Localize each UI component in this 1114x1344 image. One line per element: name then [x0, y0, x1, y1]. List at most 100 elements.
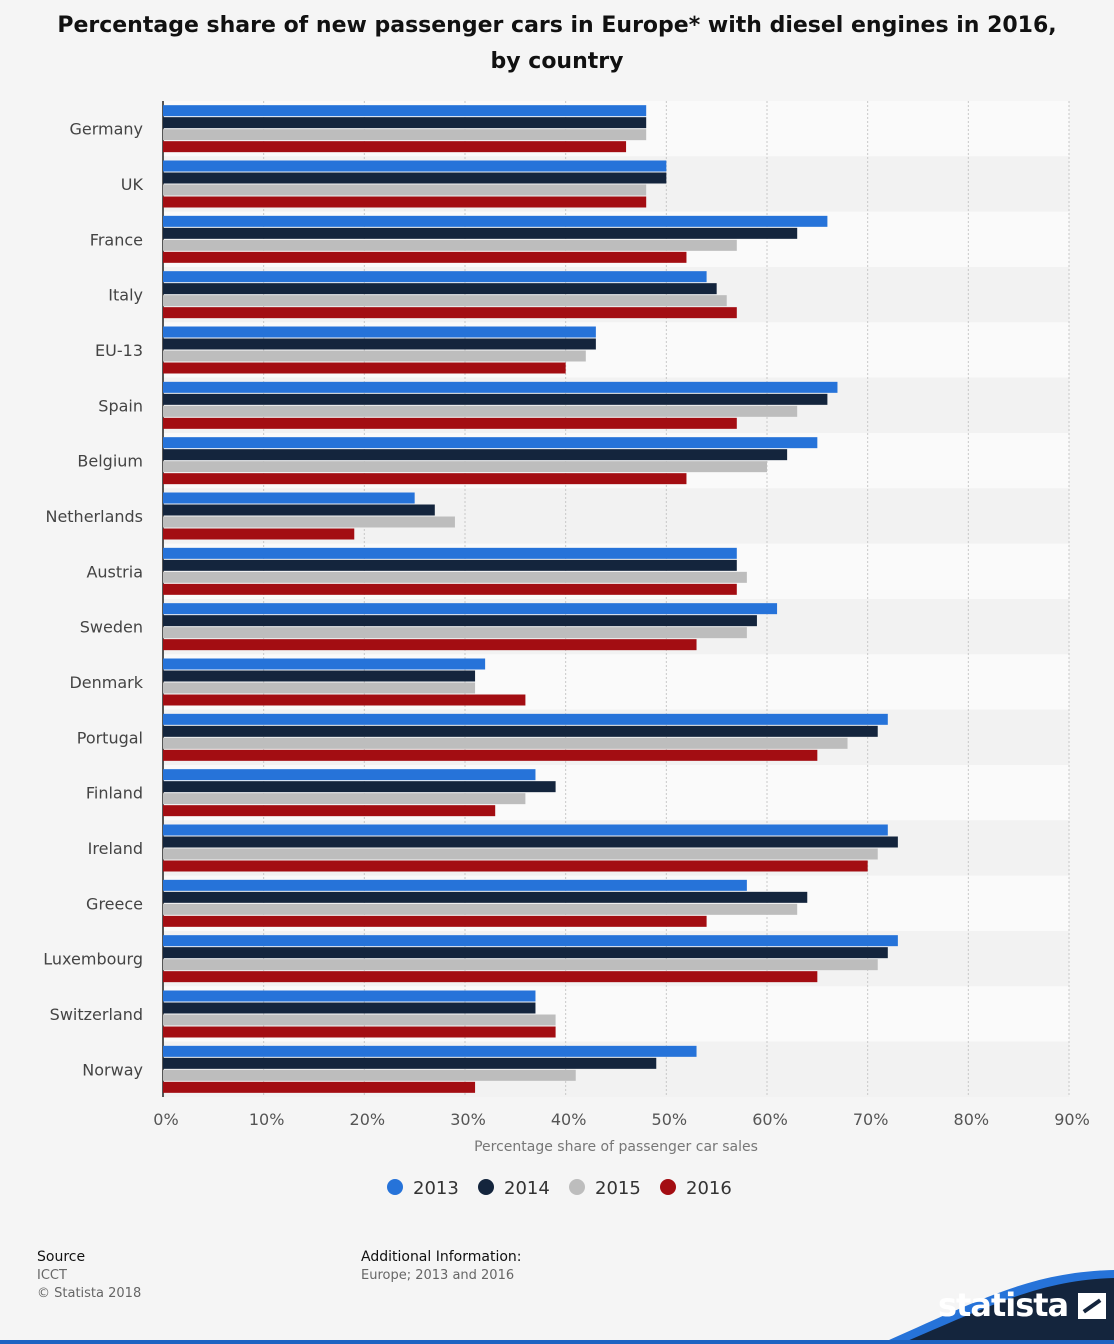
y-tick-label: Austria [86, 562, 143, 581]
bar-uk-2014 [163, 172, 667, 184]
bar-norway-2013 [163, 1045, 697, 1057]
bar-denmark-2016 [163, 694, 526, 706]
bar-austria-2016 [163, 583, 737, 595]
y-tick-label: Italy [108, 286, 143, 305]
y-tick-label: Ireland [88, 839, 143, 858]
x-tick-label: 20% [350, 1110, 386, 1129]
source-line-2[interactable]: © Statista 2018 [37, 1286, 142, 1301]
bar-eu-13-2014 [163, 338, 596, 350]
bar-italy-2016 [163, 307, 737, 319]
additional-info-text: Europe; 2013 and 2016 [361, 1268, 515, 1283]
statista-logo-icon [1078, 1293, 1107, 1319]
y-tick-label: Belgium [77, 452, 143, 471]
source-line-1: ICCT [37, 1268, 67, 1283]
bar-italy-2013 [163, 271, 707, 283]
bar-switzerland-2015 [163, 1014, 556, 1026]
bar-ireland-2014 [163, 836, 898, 848]
bar-france-2013 [163, 215, 828, 227]
y-tick-label: UK [121, 175, 144, 194]
bar-greece-2015 [163, 903, 798, 915]
bar-italy-2015 [163, 295, 727, 307]
bar-portugal-2015 [163, 737, 848, 749]
bar-portugal-2013 [163, 713, 888, 725]
x-tick-label: 0% [153, 1110, 178, 1129]
y-tick-label: Germany [69, 120, 143, 139]
bar-finland-2015 [163, 793, 526, 805]
chart-title-line-2: by country [490, 49, 624, 74]
brand-bottom-bar [0, 1340, 1114, 1344]
bar-uk-2013 [163, 160, 667, 172]
bar-portugal-2014 [163, 725, 878, 737]
y-tick-label: Sweden [80, 618, 143, 637]
bar-luxembourg-2014 [163, 947, 888, 959]
legend-label-2014: 2014 [504, 1178, 550, 1199]
bar-sweden-2014 [163, 615, 757, 627]
bar-luxembourg-2015 [163, 959, 878, 971]
x-tick-label: 30% [450, 1110, 486, 1129]
bar-germany-2016 [163, 141, 627, 153]
bar-france-2014 [163, 227, 798, 239]
bar-belgium-2014 [163, 449, 788, 461]
legend-label-2016: 2016 [686, 1178, 732, 1199]
bar-norway-2016 [163, 1081, 476, 1093]
statista-logo[interactable]: statista [938, 1286, 1107, 1324]
bar-belgium-2013 [163, 437, 818, 449]
bar-greece-2014 [163, 891, 808, 903]
bar-eu-13-2013 [163, 326, 596, 338]
y-tick-label: Finland [86, 784, 143, 803]
y-tick-label: Greece [86, 894, 143, 913]
bar-eu-13-2015 [163, 350, 586, 362]
bar-denmark-2015 [163, 682, 476, 694]
source-label: Source [37, 1249, 86, 1265]
bar-luxembourg-2013 [163, 935, 898, 947]
x-tick-label: 90% [1054, 1110, 1090, 1129]
legend-label-2013: 2013 [413, 1178, 459, 1199]
y-tick-label: Luxembourg [43, 950, 143, 969]
bar-spain-2014 [163, 393, 828, 405]
chart-title-line-1: Percentage share of new passenger cars i… [57, 13, 1057, 38]
bar-ireland-2016 [163, 860, 868, 872]
bar-austria-2015 [163, 571, 747, 583]
bar-portugal-2016 [163, 749, 818, 761]
y-tick-label: Switzerland [50, 1005, 143, 1024]
source-text: ICCT © Statista 2018 [37, 1267, 141, 1303]
bar-austria-2014 [163, 559, 737, 571]
bar-sweden-2015 [163, 627, 747, 639]
bar-belgium-2015 [163, 461, 767, 473]
x-tick-label: 40% [551, 1110, 587, 1129]
bar-greece-2016 [163, 915, 707, 927]
bar-uk-2015 [163, 184, 647, 196]
additional-info-label: Additional Information: [361, 1249, 522, 1265]
bar-netherlands-2013 [163, 492, 415, 504]
y-tick-label: France [90, 230, 143, 249]
x-axis-label: Percentage share of passenger car sales [474, 1139, 758, 1155]
brand-wave-dark [900, 1278, 1114, 1344]
bar-switzerland-2013 [163, 990, 536, 1002]
chart-title: Percentage share of new passenger cars i… [0, 8, 1114, 80]
y-tick-label: Portugal [77, 728, 143, 747]
bar-switzerland-2016 [163, 1026, 556, 1038]
bar-denmark-2013 [163, 658, 486, 670]
bar-ireland-2015 [163, 848, 878, 860]
bar-denmark-2014 [163, 670, 476, 682]
bar-france-2016 [163, 251, 687, 263]
y-tick-label: EU-13 [95, 341, 143, 360]
x-tick-label: 60% [752, 1110, 788, 1129]
statista-logo-text: statista [938, 1286, 1069, 1324]
bar-austria-2013 [163, 547, 737, 559]
x-tick-label: 70% [853, 1110, 889, 1129]
bar-netherlands-2014 [163, 504, 435, 516]
bar-norway-2014 [163, 1057, 657, 1069]
bar-sweden-2013 [163, 603, 778, 615]
y-tick-label: Spain [98, 396, 143, 415]
bar-spain-2013 [163, 381, 838, 393]
bar-norway-2015 [163, 1069, 576, 1081]
bar-spain-2015 [163, 405, 798, 417]
bar-eu-13-2016 [163, 362, 566, 374]
bar-belgium-2016 [163, 473, 687, 485]
legend-marker-2016 [660, 1179, 676, 1195]
bar-germany-2015 [163, 129, 647, 141]
legend-label-2015: 2015 [595, 1178, 641, 1199]
bar-switzerland-2014 [163, 1002, 536, 1014]
